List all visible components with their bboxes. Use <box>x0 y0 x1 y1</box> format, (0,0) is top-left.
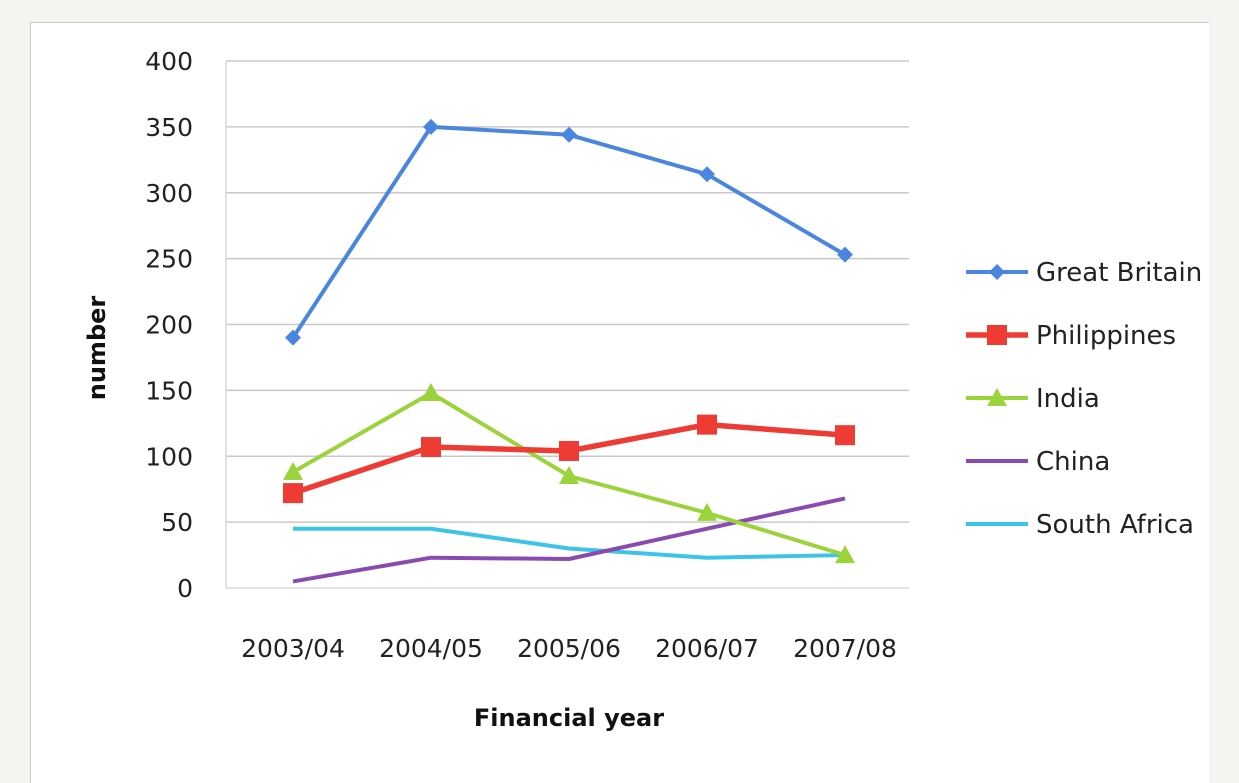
philippines-point <box>835 425 855 446</box>
india-point <box>559 466 579 485</box>
y-axis-title: number <box>83 296 111 401</box>
great-britain-point <box>423 118 439 135</box>
philippines-point <box>283 483 303 504</box>
series-india <box>283 383 855 564</box>
y-tick-label: 300 <box>145 179 193 208</box>
y-tick-label: 50 <box>161 508 193 537</box>
x-tick-label: 2004/05 <box>379 634 483 663</box>
great-britain-point <box>837 246 853 263</box>
y-tick-label: 200 <box>145 311 193 340</box>
great-britain-point <box>699 166 715 183</box>
india-point <box>697 502 717 521</box>
legend-item-india: India <box>966 384 1100 414</box>
legend-item-philippines: Philippines <box>966 321 1176 351</box>
y-tick-label: 400 <box>145 47 193 76</box>
series-philippines <box>283 414 855 504</box>
india-point <box>283 462 303 481</box>
y-tick-label: 0 <box>177 574 193 603</box>
legend: Great Britain Philippines India China South … <box>966 258 1202 540</box>
series-south-africa <box>293 526 846 560</box>
series-great-britain <box>285 118 853 346</box>
india-point <box>835 545 855 564</box>
x-tick-label: 2006/07 <box>655 634 759 663</box>
y-tick-label: 150 <box>145 376 193 405</box>
legend-item-china: China <box>966 447 1110 477</box>
philippines-point <box>559 440 579 461</box>
legend-marker <box>987 388 1007 406</box>
x-axis-title: Financial year <box>474 704 664 732</box>
legend-marker <box>987 325 1007 345</box>
series-lines <box>283 118 855 584</box>
x-tick-label: 2003/04 <box>241 634 345 663</box>
legend-item-south-africa: South Africa <box>966 510 1194 540</box>
y-tick-label: 350 <box>145 113 193 142</box>
chart-container: 0 50 100 150 200 250 300 350 400 2003/04 2004/05 2… <box>30 22 1209 783</box>
gridlines <box>226 60 909 523</box>
south-africa-line <box>293 526 846 560</box>
china-line <box>292 496 846 584</box>
philippines-point <box>697 414 717 435</box>
legend-label: Great Britain <box>1036 258 1202 288</box>
legend-label: China <box>1036 447 1110 477</box>
great-britain-point <box>285 329 301 346</box>
y-tick-label: 100 <box>145 442 193 471</box>
legend-marker <box>989 264 1005 280</box>
india-point <box>421 383 441 402</box>
great-britain-line <box>291 124 847 339</box>
x-tick-label: 2007/08 <box>793 634 897 663</box>
legend-label: India <box>1036 384 1100 414</box>
y-axis-ticks: 0 50 100 150 200 250 300 350 400 <box>145 47 193 603</box>
legend-item-great-britain: Great Britain <box>966 258 1202 288</box>
x-tick-label: 2005/06 <box>517 634 621 663</box>
y-tick-label: 250 <box>145 245 193 274</box>
great-britain-point <box>561 126 577 143</box>
philippines-point <box>421 437 441 458</box>
legend-label: Philippines <box>1036 321 1176 351</box>
series-china <box>292 496 846 584</box>
x-axis <box>225 61 909 589</box>
x-axis-ticks: 2003/04 2004/05 2005/06 2006/07 2007/08 <box>241 634 897 663</box>
legend-label: South Africa <box>1036 510 1194 540</box>
